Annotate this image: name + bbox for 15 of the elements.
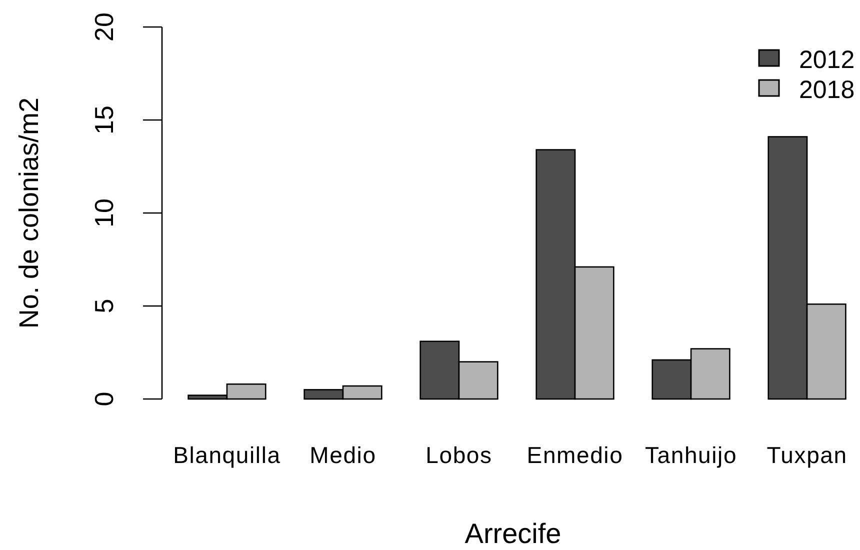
y-tick-label: 15 — [89, 106, 119, 134]
y-axis-title: No. de colonias/m2 — [14, 97, 44, 329]
x-tick-label: Medio — [310, 442, 376, 468]
legend-label: 2018 — [799, 76, 855, 104]
x-tick-label: Blanquilla — [173, 442, 281, 468]
x-tick-label: Tuxpan — [766, 442, 848, 468]
x-tick-label: Enmedio — [526, 442, 624, 468]
y-tick-label: 20 — [89, 12, 119, 42]
y-tick-label: 5 — [89, 298, 119, 314]
y-tick-label: 10 — [89, 198, 119, 228]
x-tick-label: Tanhuijo — [644, 442, 738, 468]
x-tick-label: Lobos — [426, 442, 492, 468]
x-axis-title: Arrecife — [464, 518, 562, 549]
legend-label: 2012 — [799, 46, 855, 74]
y-tick-label: 0 — [89, 392, 119, 406]
